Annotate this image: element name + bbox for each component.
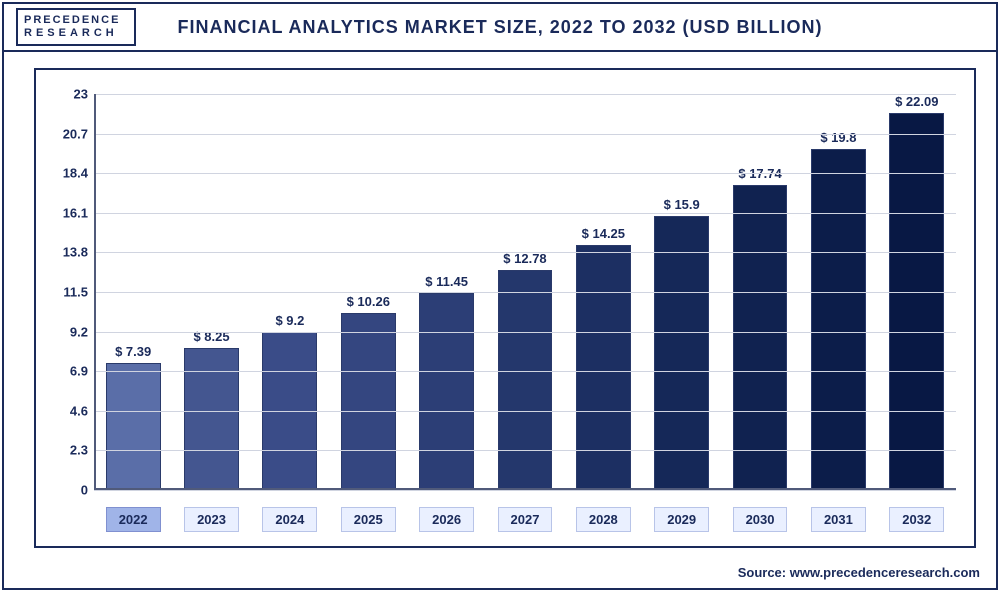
grid-line [94, 252, 956, 253]
x-category-label: 2022 [106, 507, 161, 532]
grid-line [94, 371, 956, 372]
x-label-slot: 2026 [407, 507, 485, 532]
x-category-label: 2026 [419, 507, 474, 532]
x-category-label: 2028 [576, 507, 631, 532]
bar-value-label: $ 9.2 [275, 313, 304, 328]
grid-line [94, 292, 956, 293]
grid-line [94, 134, 956, 135]
bar [184, 348, 239, 490]
bar [811, 149, 866, 490]
x-label-slot: 2031 [799, 507, 877, 532]
y-tick-label: 9.2 [44, 324, 88, 339]
x-category-label: 2024 [262, 507, 317, 532]
y-tick-label: 16.1 [44, 205, 88, 220]
bar [733, 185, 788, 490]
grid-line [94, 173, 956, 174]
bar [341, 313, 396, 490]
x-label-slot: 2027 [486, 507, 564, 532]
bar [106, 363, 161, 490]
bar [576, 245, 631, 490]
x-category-label: 2031 [811, 507, 866, 532]
y-tick-label: 11.5 [44, 285, 88, 300]
x-label-slot: 2022 [94, 507, 172, 532]
x-category-label: 2027 [498, 507, 553, 532]
grid-line [94, 411, 956, 412]
chart-frame: PRECEDENCE RESEARCH FINANCIAL ANALYTICS … [2, 2, 998, 590]
logo-line2: RESEARCH [24, 28, 128, 39]
bar-value-label: $ 14.25 [582, 226, 625, 241]
chart-title: FINANCIAL ANALYTICS MARKET SIZE, 2022 TO… [136, 17, 984, 38]
x-category-label: 2029 [654, 507, 709, 532]
bar [498, 270, 553, 490]
x-label-slot: 2028 [564, 507, 642, 532]
logo-line1: PRECEDENCE [24, 15, 128, 26]
grid-line [94, 332, 956, 333]
x-label-slot: 2025 [329, 507, 407, 532]
y-tick-label: 23 [44, 87, 88, 102]
bar [654, 216, 709, 490]
x-category-label: 2030 [733, 507, 788, 532]
grid-line [94, 490, 956, 491]
y-tick-label: 20.7 [44, 126, 88, 141]
grid-line [94, 94, 956, 95]
x-label-slot: 2030 [721, 507, 799, 532]
source-attribution: Source: www.precedenceresearch.com [738, 565, 980, 580]
grid-line [94, 213, 956, 214]
x-category-label: 2032 [889, 507, 944, 532]
bar-value-label: $ 22.09 [895, 94, 938, 109]
bar-value-label: $ 7.39 [115, 344, 151, 359]
x-axis-labels: 2022 2023 2024 2025 2026 2027 2028 2029 2030 2031… [94, 507, 956, 532]
y-tick-label: 0 [44, 483, 88, 498]
x-label-slot: 2023 [172, 507, 250, 532]
plot-region: $ 7.39$ 8.25$ 9.2$ 10.26$ 11.45$ 12.78$ … [94, 94, 956, 490]
x-label-slot: 2029 [643, 507, 721, 532]
y-tick-label: 13.8 [44, 245, 88, 260]
bar-value-label: $ 19.8 [820, 130, 856, 145]
x-category-label: 2025 [341, 507, 396, 532]
logo: PRECEDENCE RESEARCH [16, 8, 136, 46]
grid-line [94, 450, 956, 451]
y-tick-label: 4.6 [44, 403, 88, 418]
bar-value-label: $ 11.45 [425, 274, 468, 289]
bar [889, 113, 944, 490]
x-label-slot: 2024 [251, 507, 329, 532]
bar-value-label: $ 15.9 [664, 197, 700, 212]
header: PRECEDENCE RESEARCH FINANCIAL ANALYTICS … [4, 4, 996, 52]
x-axis-line [94, 488, 956, 490]
x-label-slot: 2032 [878, 507, 956, 532]
y-tick-label: 2.3 [44, 443, 88, 458]
x-category-label: 2023 [184, 507, 239, 532]
bar-value-label: $ 10.26 [347, 294, 390, 309]
y-axis-line [94, 94, 96, 490]
bar [419, 293, 474, 490]
y-tick-label: 6.9 [44, 364, 88, 379]
chart-area: $ 7.39$ 8.25$ 9.2$ 10.26$ 11.45$ 12.78$ … [34, 68, 976, 548]
y-tick-label: 18.4 [44, 166, 88, 181]
